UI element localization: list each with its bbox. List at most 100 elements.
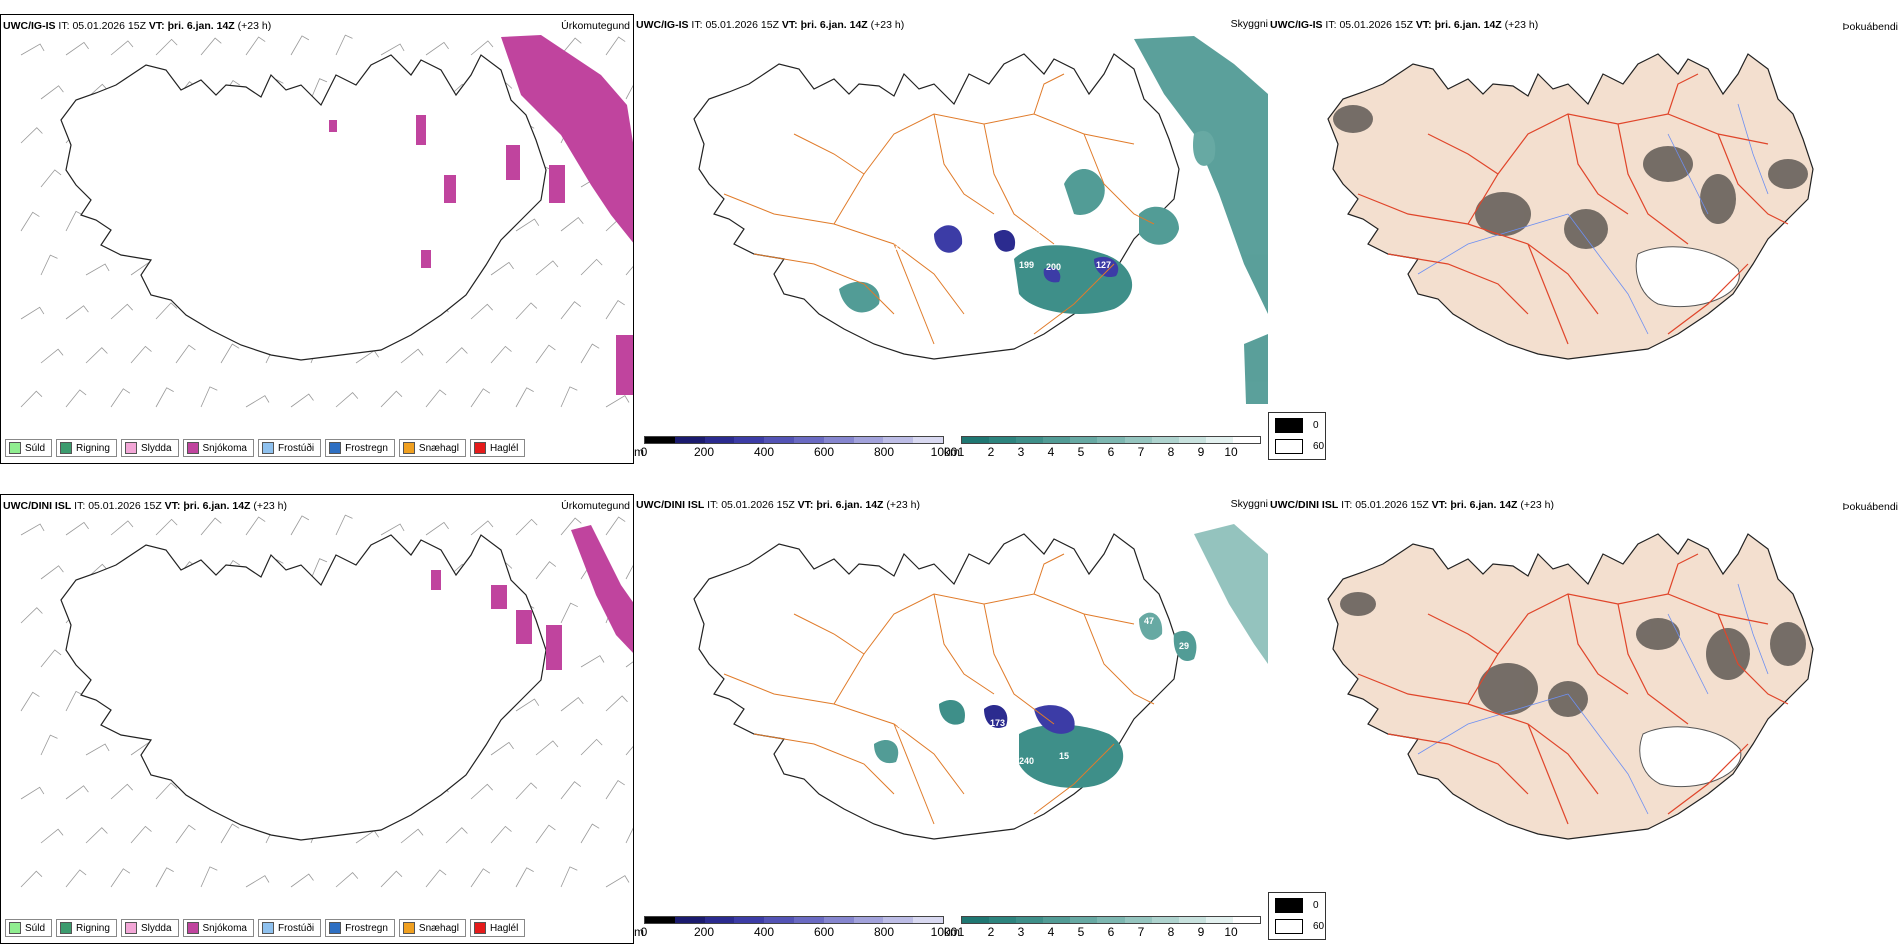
wind-barb bbox=[425, 389, 447, 408]
iceland-fog-map bbox=[1327, 53, 1814, 360]
wind-barb bbox=[175, 824, 196, 844]
legend-item: Súld bbox=[5, 439, 53, 457]
colorbar-segment bbox=[704, 437, 735, 443]
wind-barb bbox=[470, 783, 493, 800]
wind-barb bbox=[515, 867, 534, 888]
wind-barb bbox=[20, 306, 45, 320]
road-line bbox=[1667, 263, 1749, 335]
wind-barb bbox=[515, 518, 538, 536]
scale-tick-label: 600 bbox=[813, 445, 835, 459]
wind-barb bbox=[515, 698, 540, 712]
panel-title: Þokuábendi bbox=[1842, 21, 1898, 33]
wind-barb bbox=[155, 38, 178, 56]
fog-roads bbox=[1357, 73, 1789, 345]
panel-title: Skyggni bbox=[1230, 498, 1268, 510]
river-line bbox=[1567, 213, 1649, 335]
fog-intensity bbox=[1333, 105, 1808, 249]
wind-barb bbox=[155, 518, 178, 536]
wind-barb bbox=[470, 40, 494, 56]
wind-barb bbox=[400, 828, 424, 844]
wind-barb bbox=[445, 827, 468, 844]
scale-tick-label: 7 bbox=[1137, 925, 1145, 939]
road-line bbox=[1033, 263, 1115, 335]
colorbar-km bbox=[961, 436, 1261, 444]
fog-swatch bbox=[1275, 418, 1303, 433]
legend-item: Frostúði bbox=[257, 439, 322, 457]
colorbar-segment bbox=[645, 917, 675, 923]
colorbar-segment bbox=[1043, 437, 1071, 443]
wind-barb bbox=[200, 866, 218, 888]
road-line bbox=[1717, 133, 1789, 225]
precip-type-map-bottom: UWC/DINI ISL IT: 05.01.2026 15Z VT: þri.… bbox=[0, 494, 634, 944]
colorbar-segment bbox=[1232, 917, 1261, 923]
wind-barb bbox=[175, 344, 196, 364]
legend-swatch bbox=[329, 922, 342, 934]
wind-barb bbox=[130, 345, 152, 364]
scale-tick-label: 0 bbox=[640, 445, 648, 459]
scale-unit: m bbox=[634, 445, 644, 459]
iceland-visibility-map: 29 017 159 602 199 200 127 77 25 bbox=[693, 36, 1268, 404]
iceland-outline bbox=[60, 54, 547, 361]
visibility-value-labels: 47 29 173 240 15 31 bbox=[896, 616, 1189, 766]
colorbar-segment bbox=[1178, 917, 1206, 923]
colorbar-segment bbox=[1178, 437, 1206, 443]
scale-tick-label: 2 bbox=[987, 925, 995, 939]
colorbar-segment bbox=[704, 917, 735, 923]
wind-barb bbox=[490, 825, 512, 844]
scale-unit: m bbox=[634, 925, 644, 939]
colorbar-segment bbox=[989, 437, 1017, 443]
wind-barb bbox=[515, 302, 538, 320]
legend-item: Snæhagl bbox=[398, 919, 466, 937]
road-line bbox=[1083, 133, 1155, 225]
scale-unit: km bbox=[944, 445, 960, 459]
colorbar-segment bbox=[853, 917, 884, 923]
iceland-fog-map bbox=[1327, 533, 1814, 840]
fog-legend-item: 60 bbox=[1275, 439, 1324, 454]
colorbar-segment bbox=[823, 917, 854, 923]
legend-item: Slydda bbox=[120, 439, 179, 457]
wind-barb bbox=[580, 655, 605, 668]
colorbar-segment bbox=[1070, 917, 1098, 923]
visibility-label: 173 bbox=[990, 718, 1005, 728]
colorbar-segment bbox=[1205, 437, 1233, 443]
fog-index-map-bottom: UWC/DINI ISL IT: 05.01.2026 15Z VT: þri.… bbox=[1268, 494, 1900, 944]
scale-tick-label: 800 bbox=[873, 925, 895, 939]
colorbar-segment bbox=[674, 437, 705, 443]
wind-barb bbox=[110, 783, 133, 800]
visibility-label: 017 bbox=[1182, 164, 1197, 174]
wind-barb bbox=[290, 393, 314, 408]
map-header: UWC/IG-IS IT: 05.01.2026 15Z VT: þri. 6.… bbox=[3, 20, 272, 32]
road-line bbox=[1617, 123, 1689, 245]
wind-barb bbox=[560, 696, 584, 712]
fog-legend-item: 0 bbox=[1275, 418, 1319, 433]
wind-barb bbox=[155, 387, 174, 408]
wind-barb bbox=[625, 84, 633, 100]
wind-barb bbox=[535, 344, 556, 364]
scale-tick-label: 200 bbox=[693, 445, 715, 459]
visibility-label: 15 bbox=[1059, 751, 1069, 761]
scale-tick-label: 10 bbox=[1224, 925, 1238, 939]
snow-areas bbox=[431, 525, 633, 670]
precip-legend: Súld Rigning Slydda Snjókoma Frostúði Fr… bbox=[5, 439, 526, 457]
road-line bbox=[1567, 593, 1629, 695]
map-header: UWC/IG-IS IT: 05.01.2026 15Z VT: þri. 6.… bbox=[1270, 19, 1539, 31]
wind-barb bbox=[380, 43, 405, 56]
wind-barb bbox=[605, 695, 628, 712]
panel-title: Skyggni bbox=[1230, 18, 1268, 30]
wind-barb bbox=[200, 386, 218, 408]
iceland-outline bbox=[1327, 53, 1814, 360]
scale-tick-label: 8 bbox=[1167, 445, 1175, 459]
visibility-label: 29 bbox=[1149, 141, 1159, 151]
wind-barb bbox=[245, 36, 266, 56]
snow-areas bbox=[329, 35, 633, 395]
legend-item: Frostregn bbox=[325, 439, 395, 457]
wind-barb bbox=[65, 389, 87, 408]
iceland-visibility-map: 47 29 173 240 15 31 bbox=[693, 524, 1268, 840]
wind-barb bbox=[245, 516, 266, 536]
wind-barb bbox=[425, 41, 449, 56]
visibility-label: 31 bbox=[896, 722, 906, 732]
fog-legend-item: 60 bbox=[1275, 919, 1324, 934]
colorbar-segment bbox=[1097, 917, 1125, 923]
road-line bbox=[1617, 603, 1689, 725]
wind-barb bbox=[220, 823, 240, 844]
